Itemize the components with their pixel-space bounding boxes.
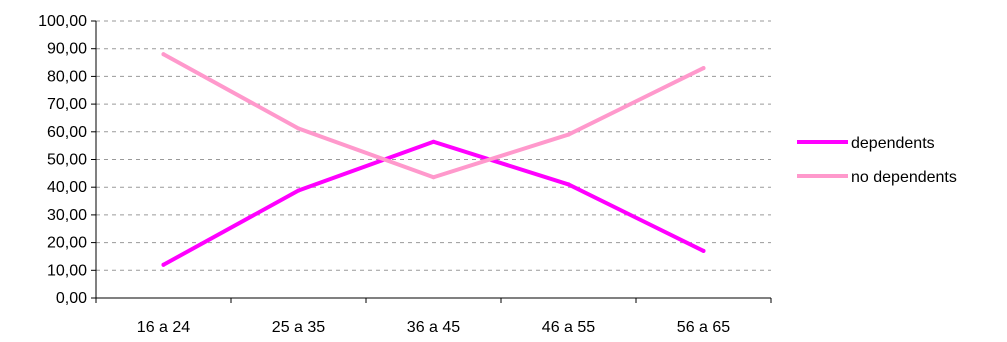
x-tick-label: 56 a 65 (677, 319, 730, 336)
data-point (431, 139, 436, 144)
x-tick-label: 36 a 45 (407, 319, 460, 336)
data-point (431, 175, 436, 180)
data-point (296, 188, 301, 193)
legend-label: dependents (851, 135, 935, 152)
legend: dependents no dependents (797, 135, 957, 186)
y-tick-label: 60,00 (47, 124, 87, 141)
data-point (161, 52, 166, 57)
y-tick-label: 50,00 (47, 152, 87, 169)
x-axis-ticks: 16 a 24 25 a 35 36 a 45 46 a 55 56 a 65 (95, 298, 772, 336)
y-tick-label: 80,00 (47, 68, 87, 85)
y-tick-label: 40,00 (47, 179, 87, 196)
series-lines (161, 52, 706, 267)
y-tick-label: 20,00 (47, 235, 87, 252)
x-tick-label: 46 a 55 (542, 319, 595, 336)
data-point (566, 182, 571, 187)
data-point (566, 132, 571, 137)
y-axis-ticks: 0,00 10,00 20,00 30,00 40,00 50,00 60,00 70,00 8… (38, 13, 96, 307)
grid-lines (96, 20, 771, 271)
data-point (701, 66, 706, 71)
x-tick-label: 16 a 24 (137, 319, 190, 336)
y-tick-label: 70,00 (47, 96, 87, 113)
y-tick-label: 100,00 (38, 13, 87, 30)
y-tick-label: 90,00 (47, 41, 87, 58)
y-tick-label: 0,00 (56, 290, 87, 307)
x-tick-label: 25 a 35 (272, 319, 325, 336)
series-line (161, 52, 706, 180)
data-point (161, 262, 166, 267)
data-point (701, 248, 706, 253)
y-tick-label: 30,00 (47, 207, 87, 224)
legend-label: no dependents (851, 169, 957, 186)
y-tick-label: 10,00 (47, 262, 87, 279)
data-point (296, 126, 301, 131)
series-line (161, 139, 706, 267)
